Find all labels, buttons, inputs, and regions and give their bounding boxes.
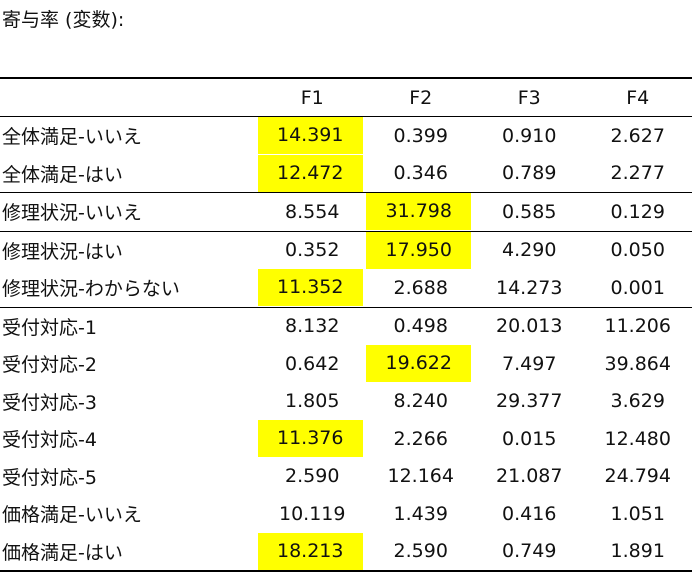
highlighted-value: 31.798 bbox=[366, 193, 472, 231]
page-title: 寄与率 (変数): bbox=[2, 9, 125, 31]
row-label: 修理状況-はい bbox=[0, 230, 258, 269]
value-cell: 0.910 bbox=[502, 124, 557, 147]
value-cell: 0.585 bbox=[475, 192, 584, 231]
row-label: 価格満足-いいえ bbox=[2, 504, 142, 527]
value-cell: 14.273 bbox=[496, 276, 563, 299]
value-cell: 8.132 bbox=[258, 306, 367, 345]
value-cell: 39.864 bbox=[604, 352, 671, 375]
value-cell: 0.129 bbox=[583, 192, 692, 231]
value-cell: 19.622 bbox=[366, 345, 476, 383]
row-label: 受付対応-1 bbox=[0, 306, 258, 345]
value-cell: 0.749 bbox=[502, 540, 557, 563]
value-cell: 11.352 bbox=[257, 269, 367, 307]
column-header-f4: F4 bbox=[583, 78, 692, 117]
value-cell: 31.798 bbox=[366, 192, 475, 231]
value-cell: 2.266 bbox=[393, 427, 448, 450]
value-cell: 12.164 bbox=[387, 465, 454, 488]
row-label: 受付対応-4 bbox=[2, 429, 97, 452]
value-cell: 0.399 bbox=[393, 124, 448, 147]
table-body: 全体満足-いいえ 14.391 0.399 0.910 2.627 全体満足-はい 12.4… bbox=[0, 117, 692, 572]
table-row: 受付対応-2 0.642 19.622 7.497 39.864 bbox=[0, 345, 692, 383]
value-cell: 1.805 bbox=[285, 390, 340, 413]
row-label: 受付対応-2 bbox=[2, 354, 97, 377]
highlighted-value: 19.622 bbox=[366, 345, 472, 383]
value-cell: 17.950 bbox=[366, 230, 475, 269]
highlighted-value: 14.391 bbox=[257, 117, 363, 155]
table-row: 価格満足-はい 18.213 2.590 0.749 1.891 bbox=[0, 532, 692, 572]
column-header-f3: F3 bbox=[475, 78, 584, 117]
row-label: 全体満足-いいえ bbox=[2, 126, 142, 149]
value-cell: 0.789 bbox=[502, 162, 557, 185]
value-cell: 0.050 bbox=[583, 230, 692, 269]
table-row: 修理状況-いいえ 8.554 31.798 0.585 0.129 bbox=[0, 192, 692, 231]
column-header-f1: F1 bbox=[258, 78, 367, 117]
value-cell: 0.346 bbox=[393, 162, 448, 185]
value-cell: 0.352 bbox=[258, 230, 367, 269]
value-cell: 2.590 bbox=[285, 465, 340, 488]
header-corner-cell bbox=[0, 78, 258, 117]
contribution-table: F1 F2 F3 F4 全体満足-いいえ 14.391 0.399 0.910 2.62… bbox=[0, 77, 692, 572]
value-cell: 7.497 bbox=[502, 352, 557, 375]
value-cell: 4.290 bbox=[475, 230, 584, 269]
table-row: 受付対応-1 8.132 0.498 20.013 11.206 bbox=[0, 306, 692, 345]
value-cell: 12.472 bbox=[257, 154, 367, 193]
row-label: 受付対応-5 bbox=[2, 466, 97, 489]
value-cell: 2.688 bbox=[393, 276, 448, 299]
value-cell: 0.001 bbox=[610, 276, 665, 299]
value-cell: 10.119 bbox=[279, 502, 346, 525]
highlighted-value: 11.376 bbox=[257, 420, 363, 458]
value-cell: 1.439 bbox=[393, 502, 448, 525]
value-cell: 12.480 bbox=[604, 427, 671, 450]
highlighted-value: 12.472 bbox=[257, 154, 363, 192]
value-cell: 29.377 bbox=[496, 390, 563, 413]
value-cell: 20.013 bbox=[475, 306, 584, 345]
value-cell: 14.391 bbox=[257, 117, 367, 155]
value-cell: 1.891 bbox=[610, 540, 665, 563]
row-label: 受付対応-3 bbox=[2, 391, 97, 414]
value-cell: 2.627 bbox=[610, 124, 665, 147]
row-label: 修理状況-わからない bbox=[2, 278, 180, 301]
highlighted-value: 17.950 bbox=[366, 231, 472, 269]
value-cell: 24.794 bbox=[604, 465, 671, 488]
table-row: 修理状況-はい 0.352 17.950 4.290 0.050 bbox=[0, 230, 692, 269]
table-row: 全体満足-いいえ 14.391 0.399 0.910 2.627 bbox=[0, 117, 692, 155]
value-cell: 2.277 bbox=[610, 162, 665, 185]
column-header-f2: F2 bbox=[366, 78, 475, 117]
value-cell: 8.240 bbox=[393, 390, 448, 413]
table-header-row: F1 F2 F3 F4 bbox=[0, 78, 692, 117]
table-row: 受付対応-5 2.590 12.164 21.087 24.794 bbox=[0, 458, 692, 496]
row-label: 価格満足-はい bbox=[2, 541, 123, 564]
value-cell: 8.554 bbox=[258, 192, 367, 231]
value-cell: 0.642 bbox=[285, 352, 340, 375]
row-label: 修理状況-いいえ bbox=[0, 192, 258, 231]
value-cell: 18.213 bbox=[257, 532, 367, 572]
table-row: 修理状況-わからない 11.352 2.688 14.273 0.001 bbox=[0, 269, 692, 307]
value-cell: 1.051 bbox=[610, 502, 665, 525]
value-cell: 2.590 bbox=[393, 540, 448, 563]
value-cell: 0.498 bbox=[366, 306, 475, 345]
table-row: 受付対応-3 1.805 8.240 29.377 3.629 bbox=[0, 383, 692, 421]
table-row: 全体満足-はい 12.472 0.346 0.789 2.277 bbox=[0, 154, 692, 193]
value-cell: 3.629 bbox=[610, 390, 665, 413]
table-row: 受付対応-4 11.376 2.266 0.015 12.480 bbox=[0, 420, 692, 458]
highlighted-value: 11.352 bbox=[257, 269, 363, 307]
value-cell: 21.087 bbox=[496, 465, 563, 488]
table-row: 価格満足-いいえ 10.119 1.439 0.416 1.051 bbox=[0, 495, 692, 533]
highlighted-value: 18.213 bbox=[257, 532, 363, 570]
value-cell: 0.416 bbox=[502, 502, 557, 525]
value-cell: 0.015 bbox=[502, 427, 557, 450]
row-label: 全体満足-はい bbox=[2, 163, 123, 186]
value-cell: 11.206 bbox=[583, 306, 692, 345]
value-cell: 11.376 bbox=[257, 420, 367, 458]
